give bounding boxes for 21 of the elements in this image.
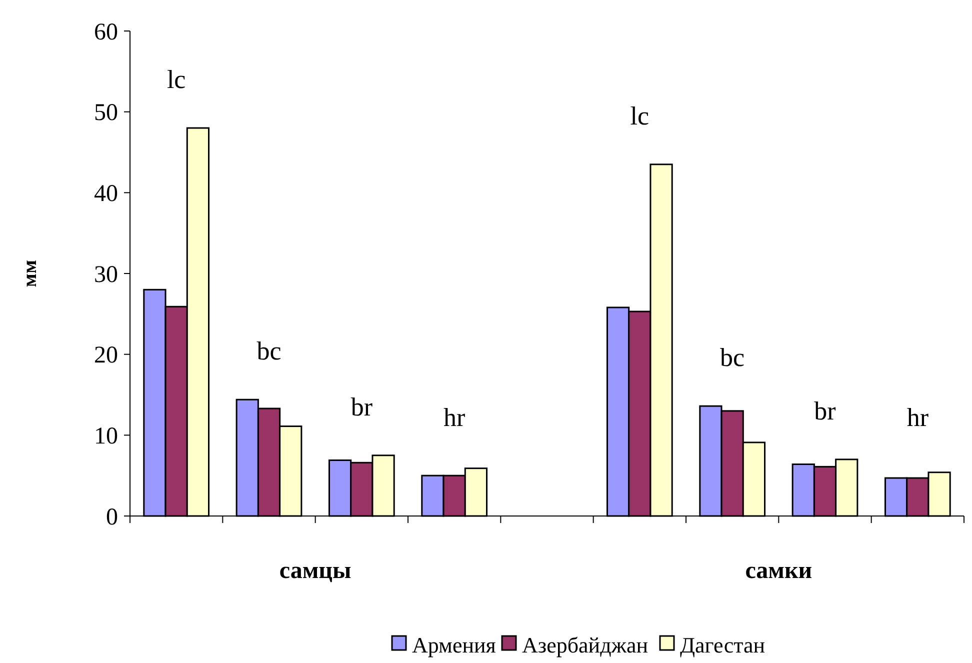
annotation: hr: [443, 403, 466, 432]
y-tick-label: 60: [94, 19, 118, 46]
y-tick-label: 20: [94, 342, 118, 369]
y-axis-title: мм: [19, 260, 41, 288]
text: самки: [745, 558, 812, 584]
legend-label: Азербайджан: [522, 632, 648, 658]
y-tick-label: 0: [106, 504, 118, 530]
annotation: hr: [906, 403, 929, 432]
annotation: lc: [630, 101, 650, 130]
y-tick-label: 50: [94, 100, 118, 126]
text: самцы: [279, 558, 352, 584]
annotation: bc: [720, 343, 745, 372]
y-tick-label: 40: [94, 181, 118, 208]
annotation: bc: [256, 336, 282, 366]
annotation: lc: [166, 65, 186, 94]
legend-label: Дагестан: [680, 632, 766, 658]
y-tick-label: 10: [94, 424, 118, 450]
annotation: br: [350, 392, 373, 422]
legend-label: Армения: [412, 632, 496, 658]
y-tick-label: 30: [94, 262, 118, 288]
annotation: br: [814, 396, 836, 426]
